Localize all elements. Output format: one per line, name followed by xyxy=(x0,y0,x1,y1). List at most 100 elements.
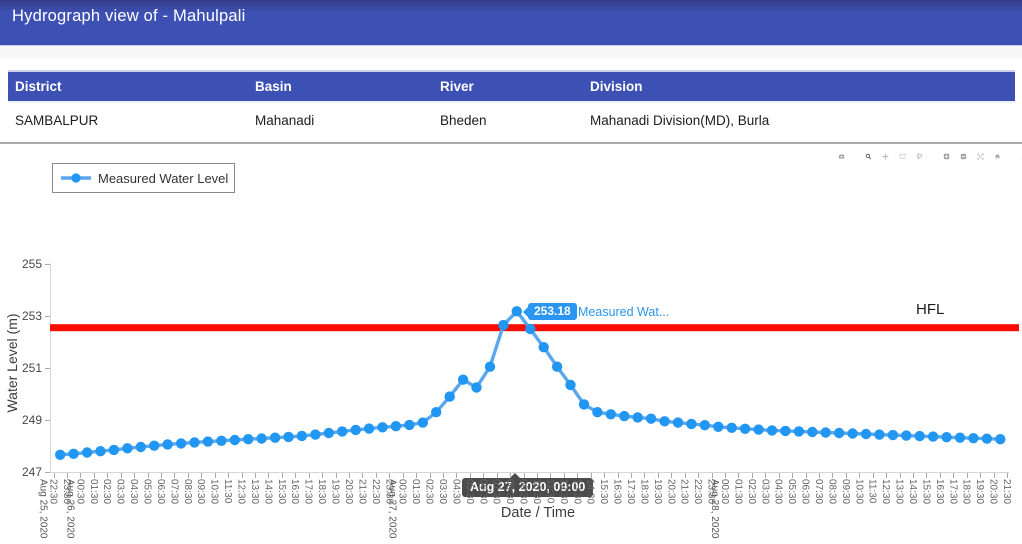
data-point-marker[interactable] xyxy=(390,421,402,432)
data-point-marker[interactable] xyxy=(377,422,388,433)
data-point-marker[interactable] xyxy=(793,426,805,437)
zoom-in-icon[interactable] xyxy=(938,148,955,165)
data-point-marker[interactable] xyxy=(726,422,737,433)
data-point-marker[interactable] xyxy=(229,434,240,446)
data-point-marker[interactable] xyxy=(874,429,885,440)
data-point-marker[interactable] xyxy=(511,306,522,317)
data-point-marker[interactable] xyxy=(901,430,912,441)
data-point-marker[interactable] xyxy=(175,438,187,449)
data-point-marker[interactable] xyxy=(350,424,361,436)
lasso-select-icon[interactable] xyxy=(911,148,928,165)
data-point-marker[interactable] xyxy=(525,323,536,335)
data-point-marker[interactable] xyxy=(927,431,939,442)
x-tick-mark xyxy=(765,473,767,478)
data-point-marker[interactable] xyxy=(981,433,993,444)
data-point-marker[interactable] xyxy=(672,417,684,428)
autoscale-icon[interactable] xyxy=(972,148,989,165)
data-point-marker[interactable] xyxy=(538,342,549,353)
data-point-marker[interactable] xyxy=(686,418,697,430)
data-point-marker[interactable] xyxy=(122,443,133,454)
data-point-marker[interactable] xyxy=(189,437,200,448)
data-point-marker[interactable] xyxy=(632,412,643,423)
data-point-marker[interactable] xyxy=(108,444,120,456)
hydrograph-chart: Measured Water Level HFL 253.18 Measured… xyxy=(0,145,1022,544)
data-point-marker[interactable] xyxy=(914,430,925,442)
data-point-marker[interactable] xyxy=(417,417,428,428)
data-point-marker[interactable] xyxy=(81,447,93,458)
data-point-marker[interactable] xyxy=(95,446,106,457)
x-tick-label: 05:30 xyxy=(141,479,153,505)
data-point-marker[interactable] xyxy=(659,416,670,427)
data-point-marker[interactable] xyxy=(739,423,751,434)
data-point-marker[interactable] xyxy=(283,431,294,443)
x-tick-mark xyxy=(577,473,579,478)
x-tick-mark xyxy=(456,473,458,478)
data-point-marker[interactable] xyxy=(135,441,146,453)
data-point-marker[interactable] xyxy=(216,435,227,446)
data-point-marker[interactable] xyxy=(766,425,778,436)
data-point-marker[interactable] xyxy=(833,427,845,439)
data-point-marker[interactable] xyxy=(578,399,590,410)
cell-division: Mahanadi Division(MD), Burla xyxy=(590,113,770,128)
station-table-header: District Basin River Division xyxy=(8,72,1015,103)
data-point-marker[interactable] xyxy=(860,428,872,440)
x-tick-label: 03:30 xyxy=(759,479,771,505)
data-point-marker[interactable] xyxy=(551,361,563,372)
data-point-marker[interactable] xyxy=(605,409,616,420)
data-point-marker[interactable] xyxy=(699,420,710,431)
x-tick-mark xyxy=(563,473,565,478)
data-point-marker[interactable] xyxy=(968,433,979,444)
x-tick-mark xyxy=(684,473,686,478)
hydrograph-plot-area[interactable] xyxy=(0,145,1022,544)
data-point-marker[interactable] xyxy=(431,407,442,418)
pan-icon[interactable] xyxy=(877,148,894,165)
data-point-marker[interactable] xyxy=(780,425,791,437)
zoom-icon[interactable] xyxy=(860,148,877,165)
data-point-marker[interactable] xyxy=(55,449,66,460)
data-point-marker[interactable] xyxy=(498,319,509,331)
data-point-marker[interactable] xyxy=(713,421,724,432)
legend-item-measured-water-level[interactable]: Measured Water Level xyxy=(52,163,235,193)
data-point-marker[interactable] xyxy=(807,426,818,438)
data-point-marker[interactable] xyxy=(565,379,576,391)
data-point-marker[interactable] xyxy=(68,448,79,459)
data-point-marker[interactable] xyxy=(202,436,214,447)
data-point-marker[interactable] xyxy=(269,432,281,443)
data-point-marker[interactable] xyxy=(471,382,482,393)
data-point-marker[interactable] xyxy=(954,432,966,443)
camera-icon[interactable] xyxy=(833,148,850,165)
data-point-marker[interactable] xyxy=(296,430,308,442)
data-point-marker[interactable] xyxy=(941,432,952,443)
data-point-marker[interactable] xyxy=(619,410,630,422)
x-tick-mark xyxy=(523,473,525,478)
data-point-marker[interactable] xyxy=(484,361,496,372)
data-point-marker[interactable] xyxy=(310,429,321,440)
data-point-marker[interactable] xyxy=(256,433,267,444)
home-icon[interactable] xyxy=(989,148,1006,165)
data-point-marker[interactable] xyxy=(337,426,348,437)
data-point-marker[interactable] xyxy=(753,424,764,435)
data-point-marker[interactable] xyxy=(847,428,858,439)
zoom-out-icon[interactable] xyxy=(955,148,972,165)
x-tick-label: 08:30 xyxy=(181,479,193,505)
box-select-icon[interactable] xyxy=(894,148,911,165)
y-tick-mark xyxy=(45,316,50,317)
data-point-marker[interactable] xyxy=(162,439,173,450)
data-point-marker[interactable] xyxy=(820,427,831,438)
y-tick-mark xyxy=(45,264,50,265)
data-point-marker[interactable] xyxy=(149,440,160,451)
x-tick-label: 10:30 xyxy=(853,479,865,505)
data-point-marker[interactable] xyxy=(243,434,254,445)
x-tick-mark xyxy=(375,473,377,478)
data-point-marker[interactable] xyxy=(323,427,334,439)
data-point-marker[interactable] xyxy=(363,423,375,434)
data-point-marker[interactable] xyxy=(645,413,657,424)
data-point-marker[interactable] xyxy=(887,429,899,441)
x-tick-label: 13:30 xyxy=(571,479,583,505)
data-point-marker[interactable] xyxy=(444,391,455,402)
x-tick-label: 08:30 xyxy=(826,479,838,505)
data-point-marker[interactable] xyxy=(995,434,1006,445)
data-point-marker[interactable] xyxy=(592,407,603,418)
data-point-marker[interactable] xyxy=(404,419,415,431)
data-point-marker[interactable] xyxy=(457,374,469,385)
